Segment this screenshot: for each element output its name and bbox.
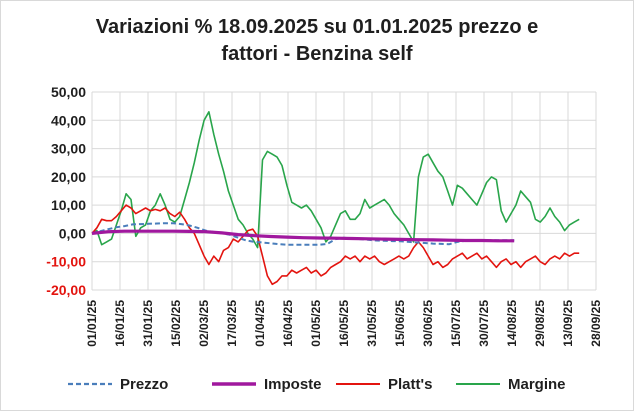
y-tick-label: 10,00 [51, 197, 86, 213]
x-tick-label: 15/06/25 [393, 300, 407, 347]
legend-label-prezzo: Prezzo [120, 375, 169, 393]
x-tick-label: 14/08/25 [505, 300, 519, 347]
series-line-imposte [91, 229, 515, 243]
x-tick-label: 30/06/25 [421, 300, 435, 347]
y-tick-label: -20,00 [46, 282, 86, 298]
x-tick-label: 13/09/25 [561, 300, 575, 347]
legend-item-margine: Margine [456, 374, 566, 394]
y-tick-label: 0,00 [59, 225, 86, 241]
legend-item-imposte: Imposte [212, 374, 322, 394]
legend-item-prezzo: Prezzo [68, 374, 168, 394]
y-tick-label: -10,00 [46, 254, 86, 270]
x-tick-label: 17/03/25 [225, 300, 239, 347]
x-tick-label: 28/09/25 [589, 300, 603, 347]
legend-swatch-platts [336, 383, 380, 385]
y-tick-label: 30,00 [51, 141, 86, 157]
series-line-margine [91, 111, 580, 249]
legend-swatch-imposte [212, 382, 256, 386]
y-tick-label: 50,00 [51, 84, 86, 100]
x-tick-label: 16/01/25 [113, 300, 127, 347]
x-tick-label: 29/08/25 [533, 300, 547, 347]
legend-swatch-prezzo [68, 382, 112, 386]
series-line-platts [91, 204, 580, 286]
x-tick-label: 01/01/25 [85, 300, 99, 347]
x-tick-label: 31/05/25 [365, 300, 379, 347]
x-tick-label: 30/07/25 [477, 300, 491, 347]
chart-title-line-2: fattori - Benzina self [221, 43, 413, 65]
y-tick-label: 40,00 [51, 112, 86, 128]
chart-title: Variazioni % 18.09.2025 su 01.01.2025 pr… [0, 14, 634, 68]
legend-label-platts: Platt's [388, 375, 433, 393]
legend-label-margine: Margine [508, 375, 566, 393]
legend-swatch-margine [456, 383, 500, 385]
x-tick-label: 01/05/25 [309, 300, 323, 347]
x-tick-label: 02/03/25 [197, 300, 211, 347]
legend-item-platts: Platt's [336, 374, 432, 394]
y-tick-label: 20,00 [51, 169, 86, 185]
chart-title-line-1: Variazioni % 18.09.2025 su 01.01.2025 pr… [95, 16, 539, 38]
x-tick-label: 15/07/25 [449, 300, 463, 347]
x-tick-label: 16/05/25 [337, 300, 351, 347]
x-tick-label: 15/02/25 [169, 300, 183, 347]
x-tick-label: 16/04/25 [281, 300, 295, 347]
x-tick-label: 01/04/25 [253, 300, 267, 347]
x-tick-label: 31/01/25 [141, 300, 155, 347]
legend-label-imposte: Imposte [264, 375, 322, 393]
